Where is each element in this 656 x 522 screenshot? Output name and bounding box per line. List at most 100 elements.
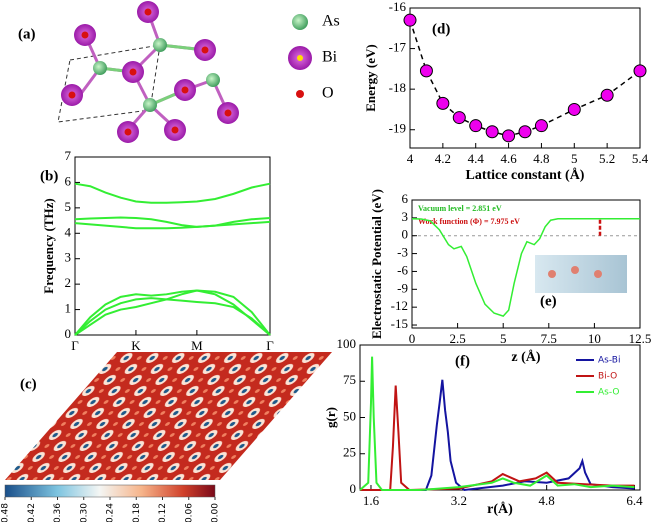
y-tick-label: 6 — [402, 191, 409, 206]
y-tick-label: -17 — [389, 40, 407, 55]
data-point — [452, 111, 466, 125]
x-tick-label: 7.5 — [541, 331, 557, 346]
x-tick-label: 1.6 — [363, 493, 380, 508]
legend-text: As — [322, 13, 340, 30]
data-line — [409, 19, 641, 137]
x-tick-label: 5.2 — [599, 151, 615, 166]
x-tick-label: 4.8 — [539, 493, 555, 508]
y-tick-label: 1 — [65, 301, 72, 316]
y-tick-label: -9 — [397, 280, 408, 295]
colorbar-tick-label: 0.12 — [158, 503, 168, 522]
data-line — [411, 218, 640, 317]
x-tick-label: 5 — [571, 151, 578, 166]
data-line — [74, 220, 271, 230]
data-line — [74, 289, 271, 336]
y-tick-label: -15 — [391, 316, 408, 331]
colorbar-tick-label: 0.00 — [211, 503, 221, 522]
panel-label: (b) — [40, 168, 58, 184]
structure: (a) As Bi O — [18, 1, 340, 143]
panel-label: (e) — [540, 293, 557, 309]
annotation: Vacuum level = 2.851 eV — [418, 204, 502, 213]
legend-text: Bi — [322, 49, 338, 66]
legend-text: As-Bi — [598, 356, 620, 366]
data-line — [74, 289, 271, 336]
x-tick-label: 2.5 — [449, 331, 465, 346]
colorbar-tick-label: 0.24 — [106, 503, 116, 522]
y-axis-label: g(r) — [323, 407, 338, 428]
legend-text: O — [322, 85, 334, 102]
charge-density-map — [5, 352, 332, 480]
data-point — [518, 125, 532, 139]
data-point — [469, 119, 483, 133]
y-tick-label: 5 — [65, 199, 72, 214]
colorbar-tick-label: 0.30 — [79, 503, 89, 522]
data-line — [360, 379, 635, 492]
colorbar-tick-label: 0.36 — [53, 503, 63, 522]
x-tick-label: 4.8 — [533, 151, 549, 166]
x-axis-label: z (Å) — [511, 349, 540, 365]
colorbar — [4, 484, 216, 498]
as-atoms — [93, 38, 220, 112]
x-axis-label: Lattice constant (Å) — [466, 167, 585, 183]
y-tick-label: 25 — [343, 445, 356, 460]
x-tick-label: 4.6 — [500, 151, 517, 166]
colorbar-tick-label: 0.48 — [1, 503, 11, 522]
y-tick-label: 0 — [350, 481, 357, 496]
colorbar-tick-label: 0.42 — [27, 503, 37, 522]
y-tick-label: 0 — [402, 227, 409, 242]
x-axis-label: r(Å) — [487, 501, 513, 517]
annotation: Work function (Φ) = 7.975 eV — [418, 217, 520, 226]
colorbar-tick-label: 0.06 — [184, 503, 194, 522]
x-tick-label: 4 — [407, 151, 414, 166]
data-line — [360, 385, 635, 492]
y-tick-label: 2 — [65, 275, 72, 290]
x-tick-label: 6.4 — [626, 493, 643, 508]
y-axis-label: Energy (eV) — [363, 44, 378, 112]
x-tick-label: 10 — [588, 331, 601, 346]
y-tick-label: -18 — [389, 80, 406, 95]
x-tick-label: Γ — [71, 338, 79, 353]
y-axis-label: Electrostatic Potential (eV) — [369, 189, 384, 339]
data-point — [567, 102, 581, 116]
panel-label: (d) — [432, 21, 450, 37]
y-tick-label: 0 — [65, 326, 72, 341]
data-line — [74, 216, 271, 228]
legend-o — [296, 90, 304, 98]
x-tick-label: K — [131, 338, 141, 353]
panel-label: (f) — [455, 353, 470, 369]
legend-text: Bi-O — [598, 372, 617, 382]
plot-frame — [359, 344, 641, 491]
y-tick-label: 75 — [343, 372, 356, 387]
y-tick-label: 3 — [402, 209, 409, 224]
plot-frame — [409, 7, 641, 149]
panel-label: (c) — [20, 376, 37, 392]
data-point — [436, 96, 450, 110]
plot-frame — [411, 199, 641, 329]
plot-frame — [74, 156, 271, 336]
legend-as — [292, 14, 308, 30]
y-axis-label: Frequency (THz) — [41, 198, 56, 293]
y-tick-label: 100 — [337, 336, 357, 351]
data-point — [633, 64, 647, 78]
data-point — [419, 64, 433, 78]
y-tick-label: 6 — [65, 173, 72, 188]
x-tick-label: M — [191, 338, 203, 353]
data-line — [359, 356, 635, 491]
x-tick-label: 4.4 — [468, 151, 485, 166]
x-tick-label: 3.2 — [451, 493, 467, 508]
data-point — [485, 125, 499, 139]
x-tick-label: 4.2 — [435, 151, 451, 166]
y-tick-label: 50 — [343, 408, 356, 423]
panel-label: (a) — [18, 26, 36, 42]
data-line — [74, 182, 271, 204]
x-tick-label: 5.4 — [632, 151, 649, 166]
y-tick-label: -6 — [397, 262, 408, 277]
y-tick-label: 4 — [65, 224, 72, 239]
colorbar-tick-label: 0.18 — [132, 503, 142, 522]
x-tick-label: 5 — [500, 331, 507, 346]
x-tick-label: 12.5 — [629, 331, 652, 346]
y-tick-label: 7 — [65, 148, 72, 163]
y-tick-label: -3 — [397, 245, 408, 260]
data-point — [534, 119, 548, 133]
